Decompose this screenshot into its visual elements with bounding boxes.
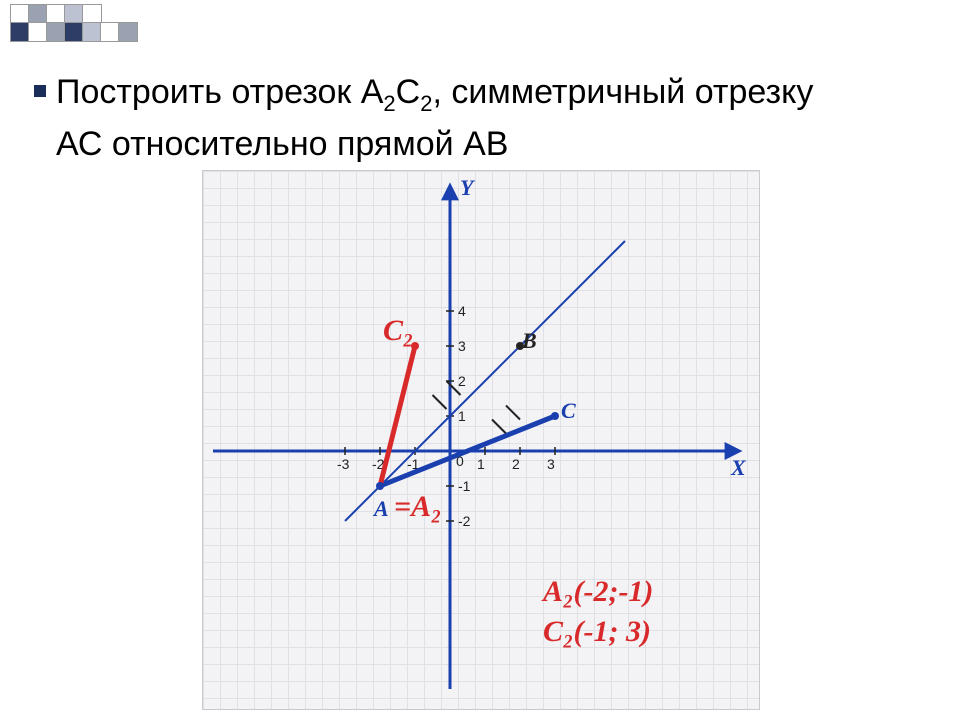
svg-text:2: 2 (512, 456, 520, 472)
svg-text:2: 2 (458, 373, 466, 389)
svg-text:C: C (561, 398, 576, 423)
coordinate-sketch: XY0-3-2-1123-2-11234C₂BCA=A₂A₂(-2;-1)C₂(… (202, 170, 760, 710)
title-l1-post: , симметричный отрезку (432, 73, 813, 111)
svg-text:C₂: C₂ (383, 314, 413, 347)
svg-text:B: B (521, 328, 537, 353)
svg-text:3: 3 (547, 456, 555, 472)
title-l2: АС относительно прямой АВ (56, 125, 508, 163)
title-sub2: 2 (420, 91, 432, 116)
title-l1-pre: Построить отрезок А (56, 73, 383, 111)
svg-text:A₂(-2;-1): A₂(-2;-1) (541, 575, 653, 608)
slide-root: Построить отрезок А2С2, симметричный отр… (0, 0, 960, 720)
svg-text:=A₂: =A₂ (394, 490, 442, 523)
svg-text:X: X (730, 455, 747, 480)
svg-text:3: 3 (458, 338, 466, 354)
svg-text:1: 1 (477, 456, 485, 472)
svg-text:-3: -3 (337, 456, 350, 472)
svg-text:-1: -1 (458, 478, 471, 494)
plot-svg: XY0-3-2-1123-2-11234C₂BCA=A₂A₂(-2;-1)C₂(… (203, 171, 759, 709)
svg-text:C₂(-1; 3): C₂(-1; 3) (543, 615, 651, 648)
title-sub1: 2 (383, 91, 395, 116)
svg-text:4: 4 (458, 303, 466, 319)
slide-title: Построить отрезок А2С2, симметричный отр… (56, 68, 813, 169)
title-l1-mid: С (396, 73, 421, 111)
svg-text:1: 1 (458, 408, 466, 424)
svg-text:A: A (372, 496, 389, 521)
svg-text:Y: Y (460, 175, 476, 200)
title-bullet (34, 85, 46, 97)
svg-text:-2: -2 (458, 513, 471, 529)
